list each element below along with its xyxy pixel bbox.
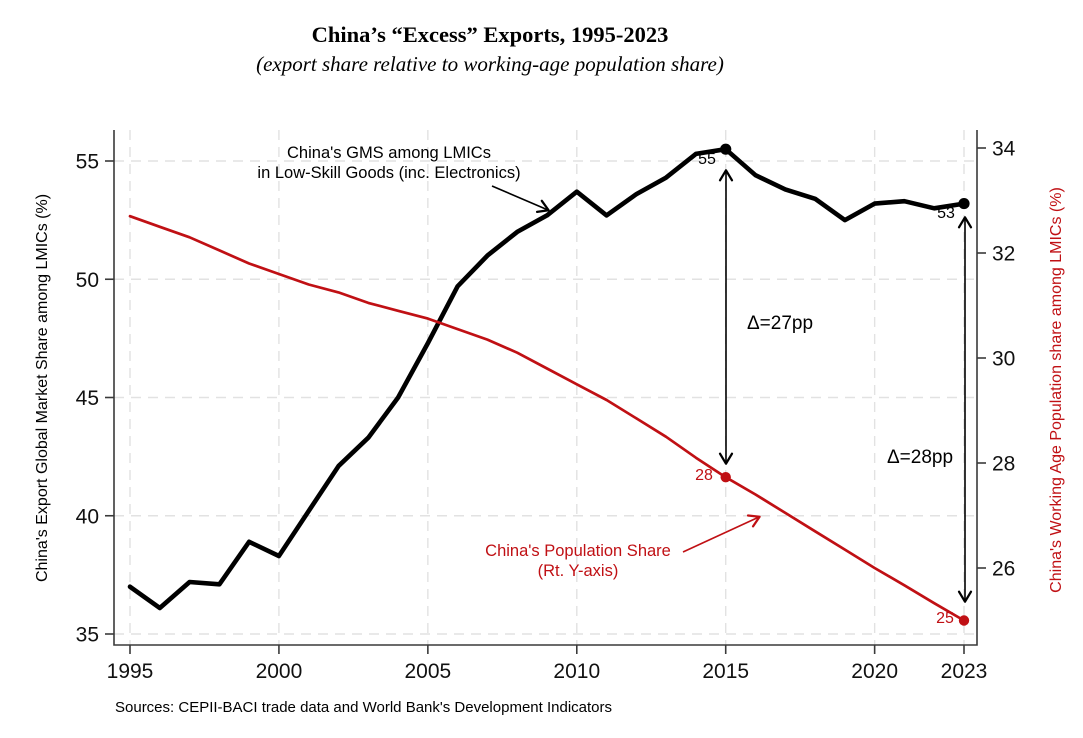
population-2015-value-label: 28: [695, 467, 713, 484]
right-axis-tick-label: 28: [992, 453, 1015, 476]
left-axis-tick-label: 50: [76, 269, 99, 292]
population-point-2015: [720, 471, 731, 483]
x-axis-tick-label: 2000: [256, 660, 303, 683]
x-axis-tick-label: 1995: [107, 660, 154, 683]
chart-subtitle: (export share relative to working-age po…: [256, 52, 724, 76]
population-series-annotation-line1: China's Population Share: [485, 542, 671, 560]
population-series-annotation-line2: (Rt. Y-axis): [537, 562, 619, 580]
gms-2015-value-label: 55: [698, 151, 716, 168]
gms-series-annotation: China's GMS among LMICs in Low-Skill Goo…: [257, 143, 520, 183]
right-axis-tick-label: 32: [992, 243, 1015, 266]
right-axis-tick-label: 26: [992, 558, 1015, 581]
left-axis-title: China's Export Global Market Share among…: [34, 193, 51, 583]
gms-series-annotation-line1: China's GMS among LMICs: [287, 144, 491, 162]
population-series-annotation: China's Population Share (Rt. Y-axis): [485, 541, 671, 581]
population-annotation-arrow: [682, 514, 761, 553]
chart-title: China’s “Excess” Exports, 1995-2023: [311, 22, 669, 47]
population-line: [128, 214, 966, 622]
x-axis-tick-label: 2023: [941, 660, 988, 683]
left-axis-tick-label: 55: [76, 151, 99, 174]
population-2023-value-label: 25: [936, 610, 954, 627]
right-axis-tick-label: 30: [992, 348, 1015, 371]
axis-spines: [113, 130, 978, 646]
gms-2023-value-label: 53: [937, 205, 955, 222]
gms-point-2015: [720, 143, 732, 155]
right-axis-title: China's Working Age Population share amo…: [1048, 187, 1065, 593]
x-axis-tick-label: 2010: [553, 660, 600, 683]
x-axis-tick-label: 2005: [404, 660, 451, 683]
delta-2023-label: Δ=28pp: [886, 447, 954, 468]
right-axis-tick-label: 34: [992, 138, 1016, 161]
x-axis-tick-label: 2020: [851, 660, 898, 683]
left-axis-tick-label: 40: [76, 505, 99, 528]
x-axis-tick-label: 2015: [702, 660, 749, 683]
source-note: Sources: CEPII-BACI trade data and World…: [115, 699, 612, 716]
population-point-2023: [958, 615, 970, 626]
delta-2015-label: Δ=27pp: [746, 313, 814, 334]
gms-point-2023: [958, 197, 970, 210]
gms-annotation-arrow: [491, 185, 550, 213]
left-axis-tick-label: 35: [76, 624, 99, 647]
gms-line: [127, 146, 967, 611]
gms-series-annotation-line2: in Low-Skill Goods (inc. Electronics): [257, 164, 521, 182]
left-axis-tick-label: 45: [76, 387, 99, 410]
